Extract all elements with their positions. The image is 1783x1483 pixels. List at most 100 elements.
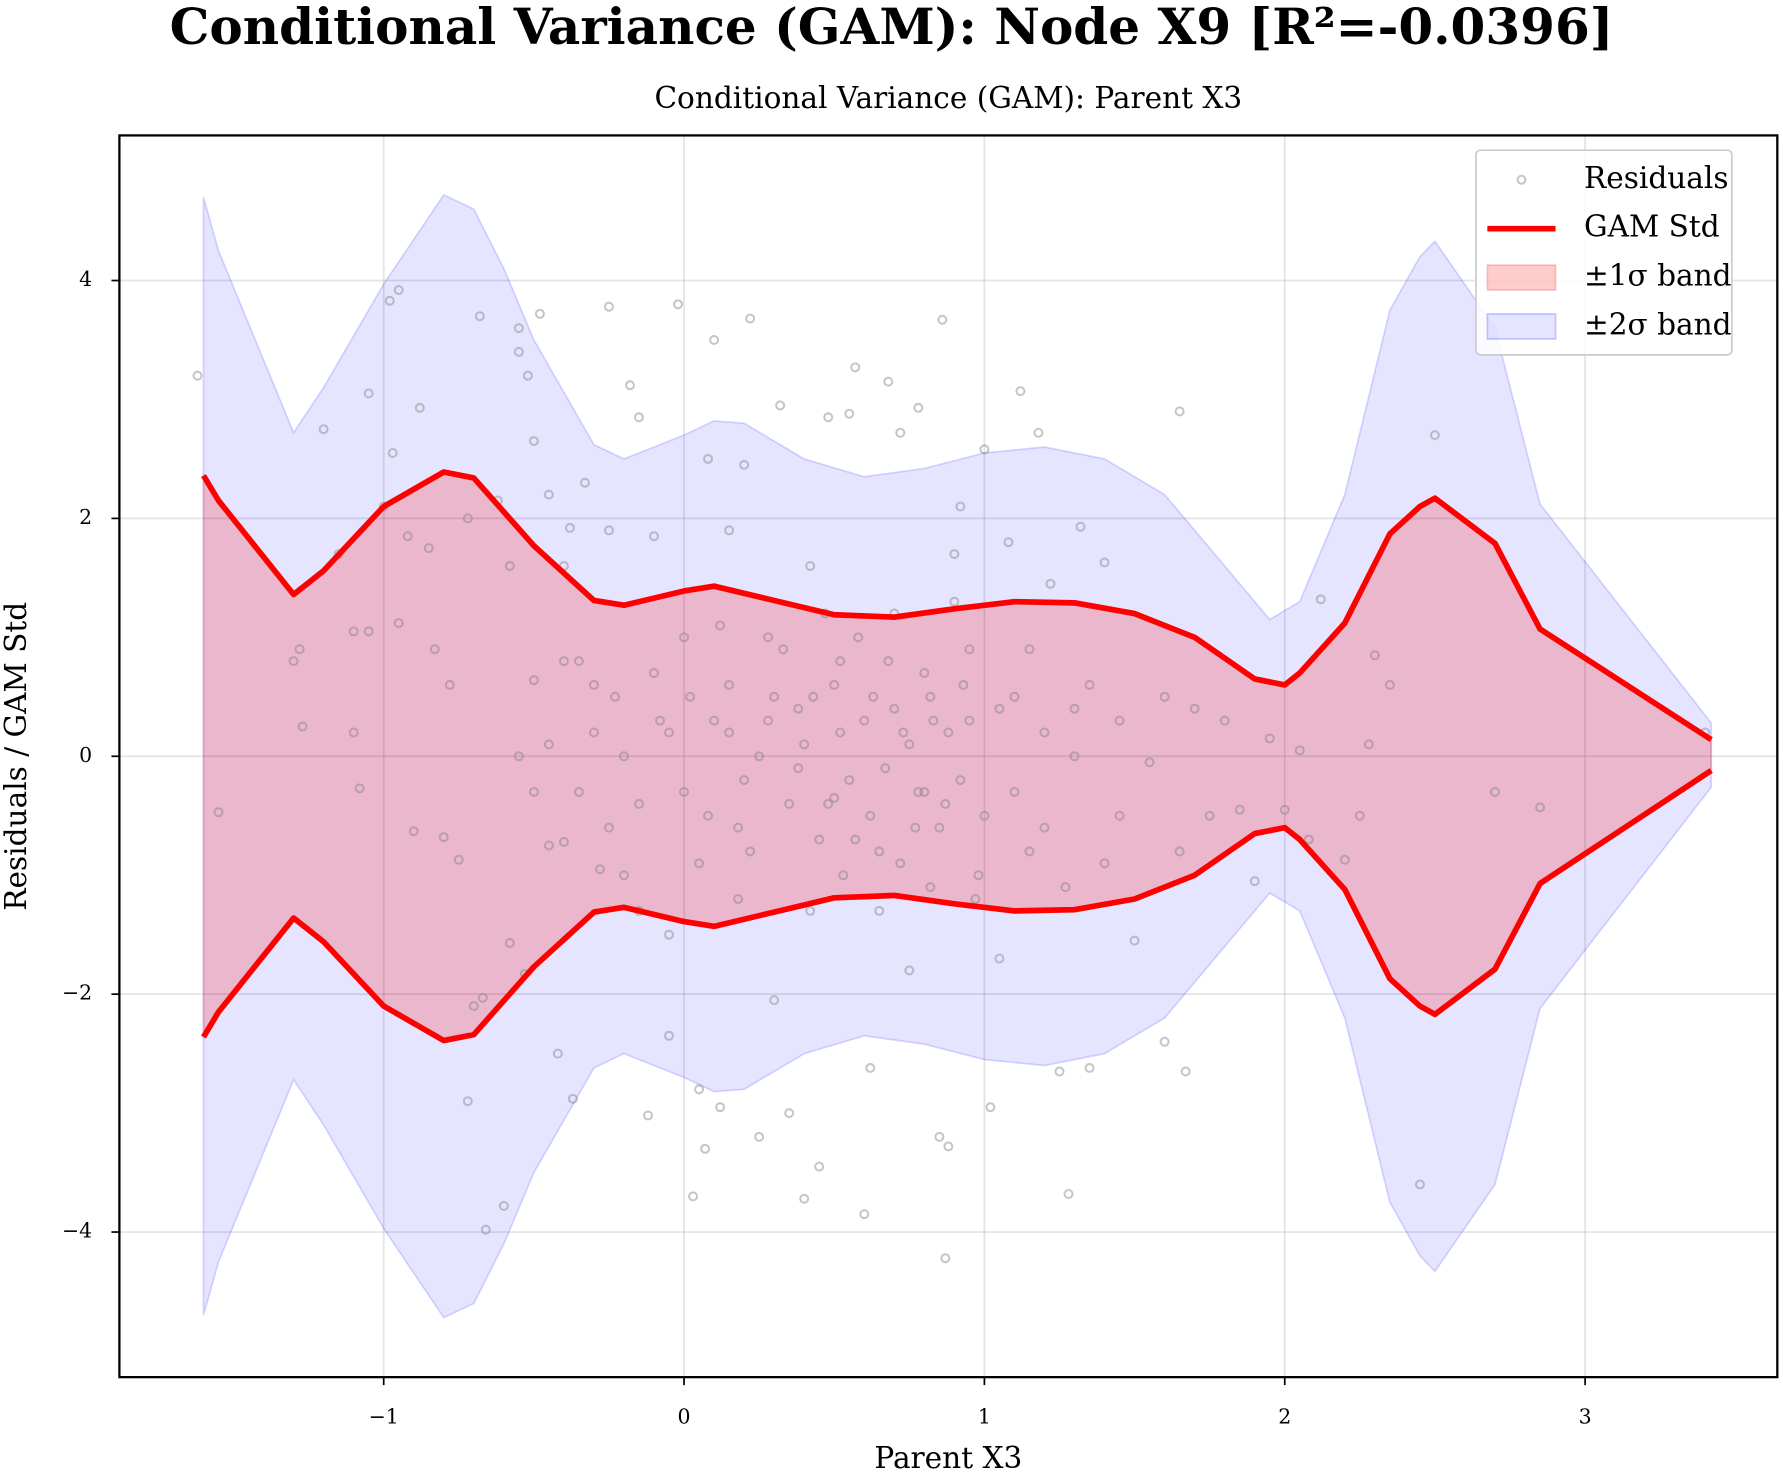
residual-point bbox=[384, 295, 395, 306]
residual-point bbox=[1003, 537, 1014, 548]
residual-point bbox=[528, 436, 539, 447]
residual-point bbox=[318, 424, 329, 435]
residual-point bbox=[1024, 644, 1035, 655]
residual-point bbox=[393, 618, 404, 629]
residual-point bbox=[925, 882, 936, 893]
residual-point bbox=[673, 299, 684, 310]
residual-point bbox=[694, 1084, 705, 1095]
legend-marker bbox=[1486, 313, 1557, 340]
residual-point bbox=[1063, 1188, 1074, 1199]
residual-point bbox=[462, 1096, 473, 1107]
residual-point bbox=[579, 477, 590, 488]
residual-point bbox=[958, 679, 969, 690]
residual-point bbox=[844, 408, 855, 419]
residual-point bbox=[970, 894, 981, 905]
residual-point bbox=[462, 513, 473, 524]
residual-point bbox=[928, 715, 939, 726]
x-tick-label: 0 bbox=[678, 1405, 691, 1429]
residual-point bbox=[994, 953, 1005, 964]
residual-point bbox=[1114, 810, 1125, 821]
x-axis-label: Parent X3 bbox=[874, 1441, 1022, 1475]
residual-point bbox=[1180, 1066, 1191, 1077]
residual-point bbox=[429, 644, 440, 655]
residual-point bbox=[1489, 786, 1500, 797]
residual-point bbox=[1174, 406, 1185, 417]
residual-point bbox=[685, 691, 696, 702]
residual-point bbox=[1369, 650, 1380, 661]
residual-point bbox=[192, 370, 203, 381]
residual-point bbox=[703, 810, 714, 821]
residual-point bbox=[1069, 703, 1080, 714]
residual-point bbox=[724, 727, 735, 738]
residual-point bbox=[558, 656, 569, 667]
residual-point bbox=[865, 810, 876, 821]
residual-point bbox=[588, 727, 599, 738]
residual-point bbox=[294, 644, 305, 655]
residual-point bbox=[1099, 557, 1110, 568]
residual-point bbox=[715, 620, 726, 631]
legend-marker bbox=[1486, 264, 1557, 291]
residual-point bbox=[363, 626, 374, 637]
residual-point bbox=[838, 870, 849, 881]
residual-point bbox=[1174, 846, 1185, 857]
residual-point bbox=[937, 314, 948, 325]
residual-point bbox=[1414, 1179, 1425, 1190]
std-line bbox=[201, 768, 1713, 1044]
residual-point bbox=[1339, 854, 1350, 865]
residual-point bbox=[793, 703, 804, 714]
residual-point bbox=[1054, 1066, 1065, 1077]
residual-point bbox=[468, 1001, 479, 1012]
residual-point bbox=[1144, 757, 1155, 768]
residual-point bbox=[979, 810, 990, 821]
residual-point bbox=[1264, 733, 1275, 744]
residual-point bbox=[558, 836, 569, 847]
residual-point bbox=[823, 798, 834, 809]
residual-point bbox=[624, 380, 635, 391]
residual-point bbox=[874, 905, 885, 916]
residual-point bbox=[778, 644, 789, 655]
residual-point bbox=[408, 826, 419, 837]
residual-point bbox=[868, 691, 879, 702]
residual-point bbox=[814, 834, 825, 845]
residual-point bbox=[985, 1102, 996, 1113]
residual-point bbox=[883, 376, 894, 387]
residual-point bbox=[387, 447, 398, 458]
residual-point bbox=[1114, 715, 1125, 726]
residual-point bbox=[348, 626, 359, 637]
residual-point bbox=[793, 763, 804, 774]
residual-point bbox=[880, 763, 891, 774]
residual-point bbox=[805, 905, 816, 916]
residual-point bbox=[552, 1048, 563, 1059]
residual-point bbox=[739, 775, 750, 786]
residual-point bbox=[354, 783, 365, 794]
residual-point bbox=[528, 786, 539, 797]
residual-point bbox=[739, 459, 750, 470]
legend-label: Residuals bbox=[1584, 161, 1729, 195]
residual-point bbox=[829, 679, 840, 690]
residual-point bbox=[934, 1131, 945, 1142]
residual-point bbox=[1009, 691, 1020, 702]
residual-point bbox=[688, 1191, 699, 1202]
residual-point bbox=[1429, 430, 1440, 441]
residual-point bbox=[402, 531, 413, 542]
residual-point bbox=[883, 656, 894, 667]
residual-point bbox=[898, 727, 909, 738]
residual-point bbox=[700, 1143, 711, 1154]
residual-point bbox=[973, 870, 984, 881]
residual-point bbox=[1024, 846, 1035, 857]
residual-point bbox=[1219, 715, 1230, 726]
residual-point bbox=[453, 854, 464, 865]
residual-point bbox=[733, 894, 744, 905]
residual-point bbox=[703, 453, 714, 464]
residual-point bbox=[859, 715, 870, 726]
residual-point bbox=[805, 560, 816, 571]
residual-point bbox=[949, 596, 960, 607]
residual-point bbox=[1354, 810, 1365, 821]
residual-point bbox=[814, 1161, 825, 1172]
residual-point bbox=[564, 522, 575, 533]
residual-point bbox=[213, 807, 224, 818]
residual-point bbox=[1033, 427, 1044, 438]
residual-point bbox=[709, 334, 720, 345]
legend-label: ±1σ band bbox=[1584, 259, 1732, 293]
residual-point bbox=[363, 388, 374, 399]
